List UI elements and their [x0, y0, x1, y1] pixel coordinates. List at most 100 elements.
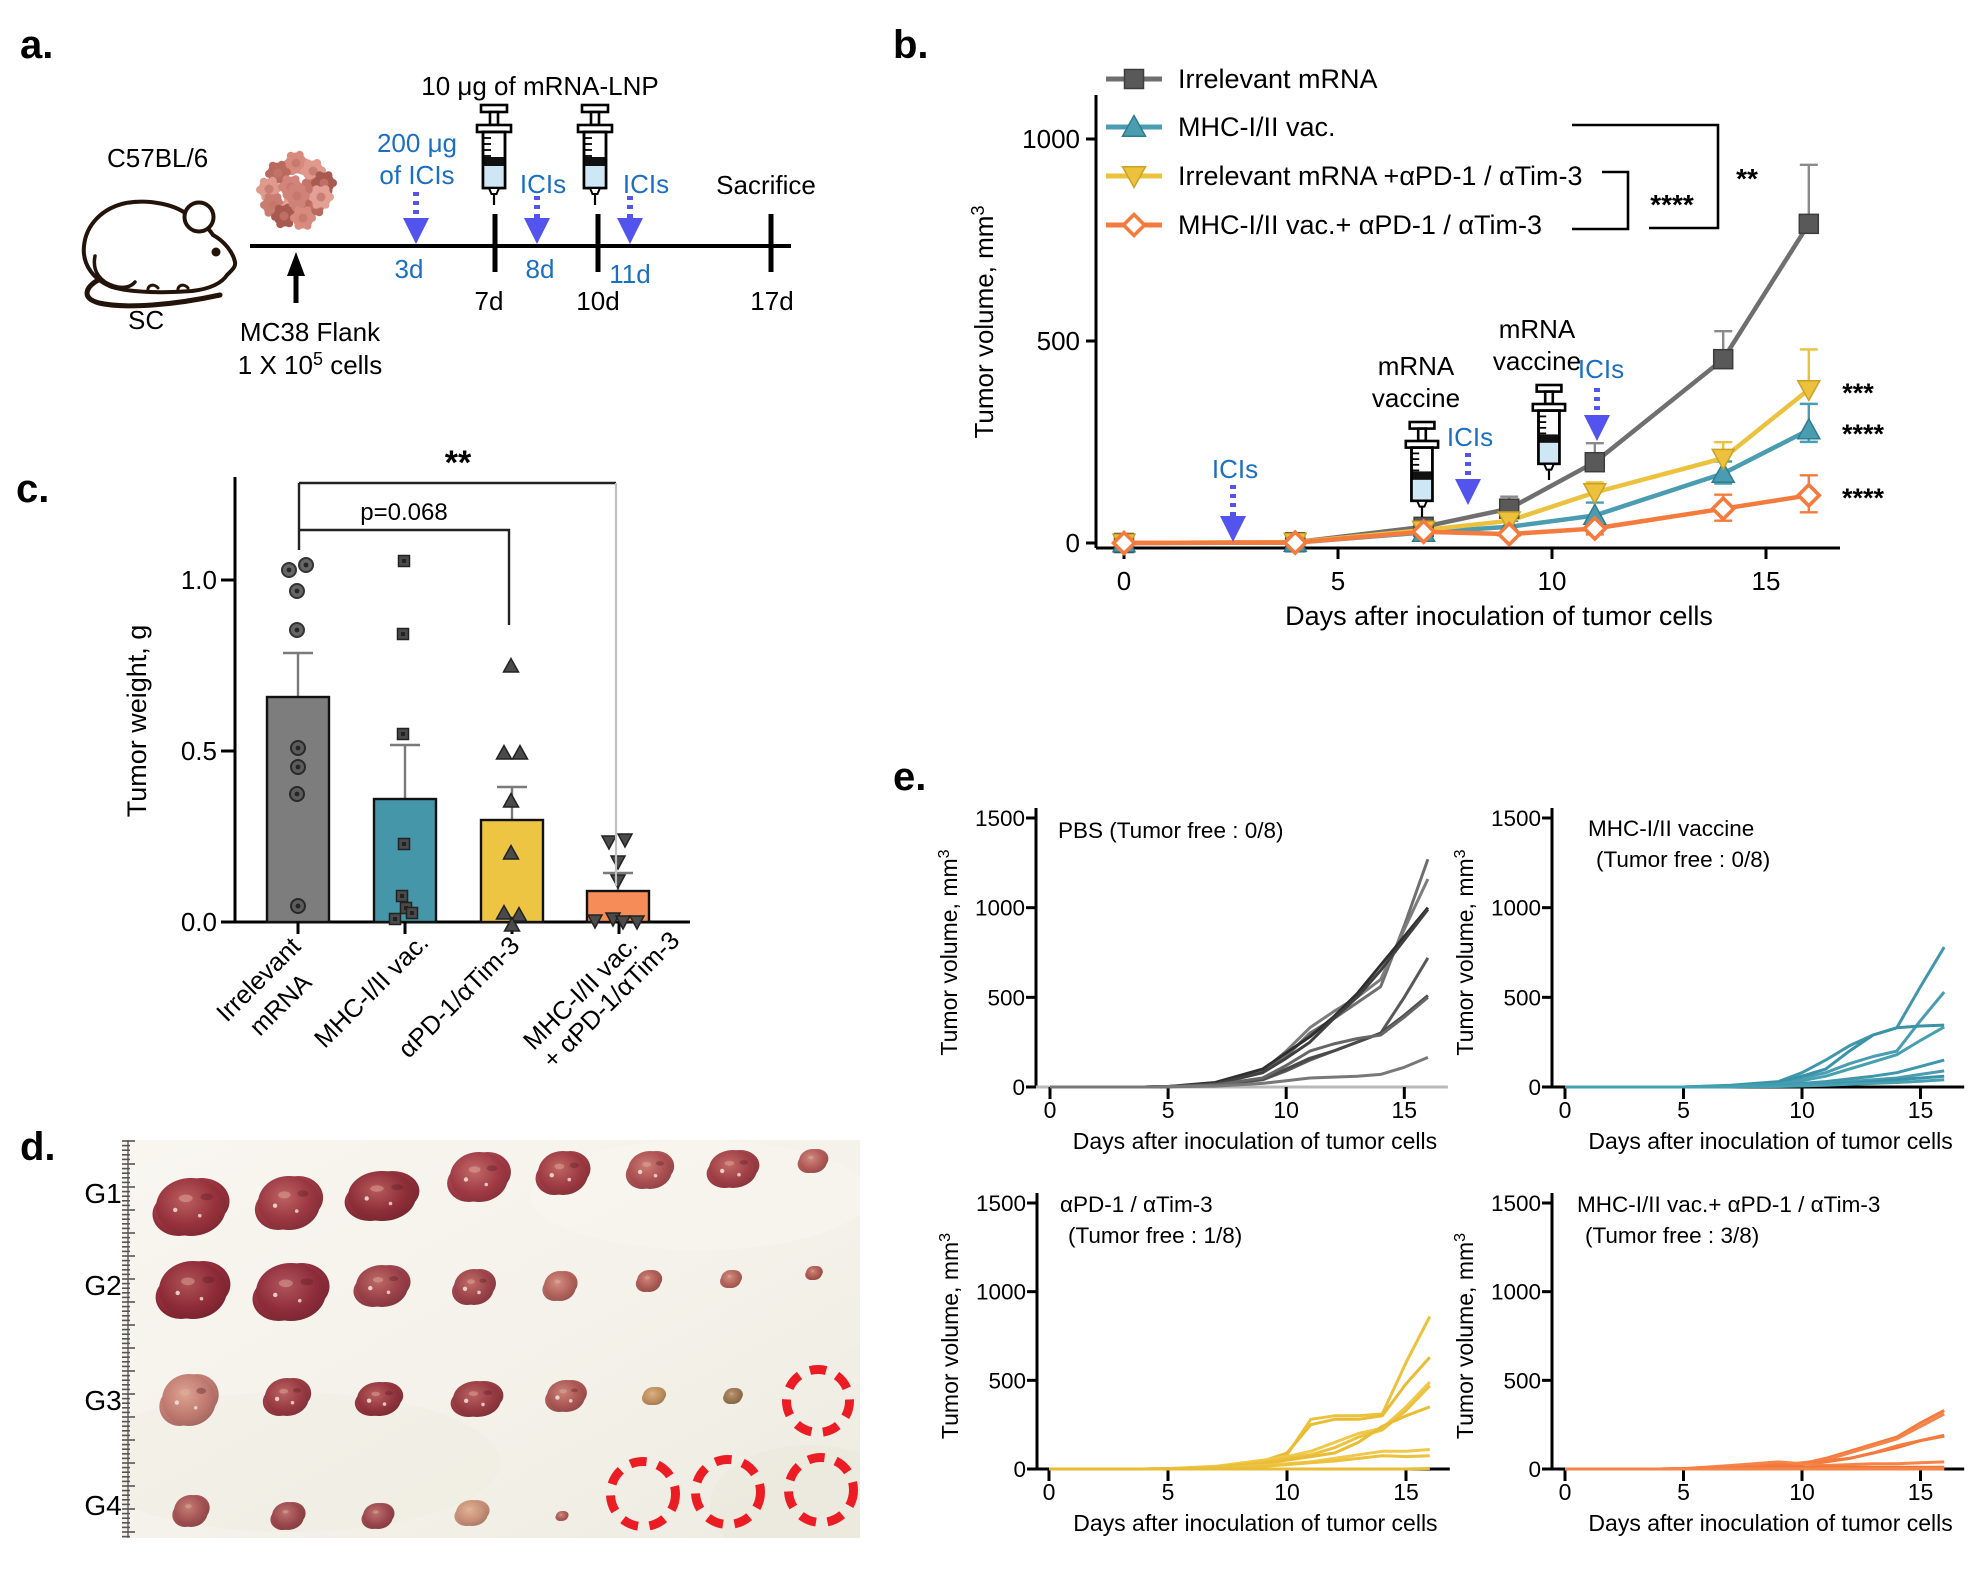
svg-text:0: 0: [1117, 566, 1131, 596]
svg-text:15: 15: [1908, 1097, 1934, 1123]
svg-text:5: 5: [1162, 1097, 1175, 1123]
svg-text:3d: 3d: [395, 254, 424, 284]
svg-text:0: 0: [1528, 1075, 1541, 1100]
svg-text:****: ****: [1650, 189, 1694, 220]
svg-text:0: 0: [1043, 1479, 1056, 1505]
svg-text:MHC-I/II vac.: MHC-I/II vac.: [1178, 112, 1336, 142]
svg-text:PBS (Tumor free : 0/8): PBS (Tumor free : 0/8): [1058, 818, 1283, 843]
svg-text:C57BL/6: C57BL/6: [107, 143, 208, 173]
svg-text:5: 5: [1331, 566, 1345, 596]
svg-text:****: ****: [1842, 419, 1885, 449]
svg-text:****: ****: [1842, 483, 1885, 513]
svg-text:G3: G3: [84, 1385, 121, 1416]
svg-text:mRNA: mRNA: [1499, 314, 1576, 344]
svg-text:0: 0: [1044, 1097, 1057, 1123]
svg-text:1500: 1500: [975, 806, 1025, 831]
svg-text:G1: G1: [84, 1178, 121, 1209]
svg-text:of ICIs: of ICIs: [379, 160, 454, 190]
svg-text:1 X 105 cells: 1 X 105 cells: [238, 349, 382, 380]
svg-text:b.: b.: [893, 23, 929, 67]
svg-text:c.: c.: [16, 467, 49, 511]
svg-text:15: 15: [1908, 1479, 1934, 1505]
svg-text:Days after inoculation of tumo: Days after inoculation of tumor cells: [1285, 601, 1713, 631]
svg-text:1.0: 1.0: [181, 565, 217, 595]
svg-text:G2: G2: [84, 1270, 121, 1301]
svg-text:1000: 1000: [1022, 124, 1080, 154]
svg-text:1500: 1500: [1491, 806, 1541, 831]
svg-text:MHC-I/II vac.+ αPD-1 / αTim-3: MHC-I/II vac.+ αPD-1 / αTim-3: [1178, 210, 1542, 240]
svg-text:Tumor volume, mm3: Tumor volume, mm3: [1452, 849, 1478, 1055]
svg-text:11d: 11d: [609, 259, 650, 289]
svg-text:10: 10: [1789, 1097, 1815, 1123]
svg-text:vaccine: vaccine: [1493, 346, 1581, 376]
svg-text:0: 0: [1013, 1457, 1026, 1482]
svg-text:Days after inoculation of tumo: Days after inoculation of tumor cells: [1588, 1510, 1952, 1536]
svg-text:Tumor volume, mm3: Tumor volume, mm3: [936, 849, 962, 1055]
svg-text:15: 15: [1392, 1097, 1418, 1123]
svg-text:αPD-1 / αTim-3: αPD-1 / αTim-3: [1060, 1192, 1213, 1217]
svg-text:MC38 Flank: MC38 Flank: [240, 317, 381, 347]
svg-text:0: 0: [1066, 528, 1080, 558]
svg-text:0: 0: [1528, 1457, 1541, 1482]
svg-text:**: **: [1736, 163, 1758, 194]
svg-text:Tumor volume, mm3: Tumor volume, mm3: [1452, 1233, 1478, 1439]
svg-text:Irrelevant mRNA: Irrelevant mRNA: [1178, 64, 1378, 94]
svg-text:1000: 1000: [975, 896, 1025, 921]
svg-text:ICIs: ICIs: [520, 169, 566, 199]
svg-text:ICIs: ICIs: [1212, 454, 1258, 484]
svg-text:15: 15: [1393, 1479, 1419, 1505]
svg-text:ICIs: ICIs: [623, 169, 669, 199]
svg-text:Days after inoculation of tumo: Days after inoculation of tumor cells: [1073, 1128, 1437, 1154]
svg-text:0.5: 0.5: [181, 736, 217, 766]
svg-text:10: 10: [1789, 1479, 1815, 1505]
svg-text:10d: 10d: [576, 286, 619, 316]
svg-text:7d: 7d: [475, 286, 504, 316]
svg-text:mRNA: mRNA: [1378, 351, 1455, 381]
svg-text:a.: a.: [20, 23, 53, 67]
svg-text:p=0.068: p=0.068: [360, 499, 447, 526]
svg-text:1500: 1500: [1491, 1191, 1541, 1216]
svg-text:Days after inoculation of tumo: Days after inoculation of tumor cells: [1588, 1128, 1952, 1154]
svg-text:10: 10: [1274, 1479, 1300, 1505]
svg-text:vaccine: vaccine: [1372, 383, 1460, 413]
svg-text:SC: SC: [128, 305, 164, 335]
svg-text:1000: 1000: [1491, 1280, 1541, 1305]
svg-text:5: 5: [1677, 1479, 1690, 1505]
svg-text:MHC-I/II vac.+ αPD-1 / αTim-3: MHC-I/II vac.+ αPD-1 / αTim-3: [1577, 1192, 1880, 1217]
svg-text:Days after inoculation of tumo: Days after inoculation of tumor cells: [1073, 1510, 1437, 1536]
svg-text:ICIs: ICIs: [1578, 354, 1624, 384]
svg-text:200 μg: 200 μg: [377, 128, 457, 158]
svg-text:MHC-I/II vaccine: MHC-I/II vaccine: [1588, 816, 1754, 841]
svg-text:500: 500: [1503, 985, 1541, 1010]
svg-text:Tumor weight, g: Tumor weight, g: [122, 625, 152, 818]
svg-text:15: 15: [1752, 566, 1781, 596]
svg-text:e.: e.: [893, 755, 926, 799]
svg-text:10 μg of mRNA-LNP: 10 μg of mRNA-LNP: [421, 71, 659, 101]
svg-text:10: 10: [1273, 1097, 1299, 1123]
svg-text:500: 500: [987, 985, 1025, 1010]
svg-text:0: 0: [1559, 1097, 1572, 1123]
svg-text:1500: 1500: [976, 1191, 1026, 1216]
svg-text:0: 0: [1012, 1075, 1025, 1100]
svg-text:1000: 1000: [1491, 896, 1541, 921]
svg-text:G4: G4: [84, 1490, 121, 1521]
svg-text:**: **: [445, 444, 472, 482]
svg-text:(Tumor free : 1/8): (Tumor free : 1/8): [1068, 1223, 1242, 1248]
svg-text:0.0: 0.0: [181, 907, 217, 937]
svg-text:Sacrifice: Sacrifice: [716, 170, 816, 200]
svg-text:Tumor volume, mm3: Tumor volume, mm3: [968, 206, 999, 439]
svg-text:(Tumor free : 3/8): (Tumor free : 3/8): [1585, 1223, 1759, 1248]
svg-text:ICIs: ICIs: [1447, 422, 1493, 452]
svg-text:(Tumor free : 0/8): (Tumor free : 0/8): [1596, 847, 1770, 872]
svg-text:5: 5: [1677, 1097, 1690, 1123]
svg-text:8d: 8d: [526, 254, 555, 284]
svg-text:Tumor volume, mm3: Tumor volume, mm3: [937, 1233, 963, 1439]
svg-text:500: 500: [1503, 1368, 1541, 1393]
svg-text:500: 500: [988, 1368, 1026, 1393]
svg-text:5: 5: [1162, 1479, 1175, 1505]
svg-text:Irrelevant mRNA +αPD-1 / αTim-: Irrelevant mRNA +αPD-1 / αTim-3: [1178, 161, 1583, 191]
svg-text:10: 10: [1538, 566, 1567, 596]
svg-text:d.: d.: [20, 1125, 56, 1169]
svg-text:17d: 17d: [750, 286, 793, 316]
svg-text:1000: 1000: [976, 1280, 1026, 1305]
